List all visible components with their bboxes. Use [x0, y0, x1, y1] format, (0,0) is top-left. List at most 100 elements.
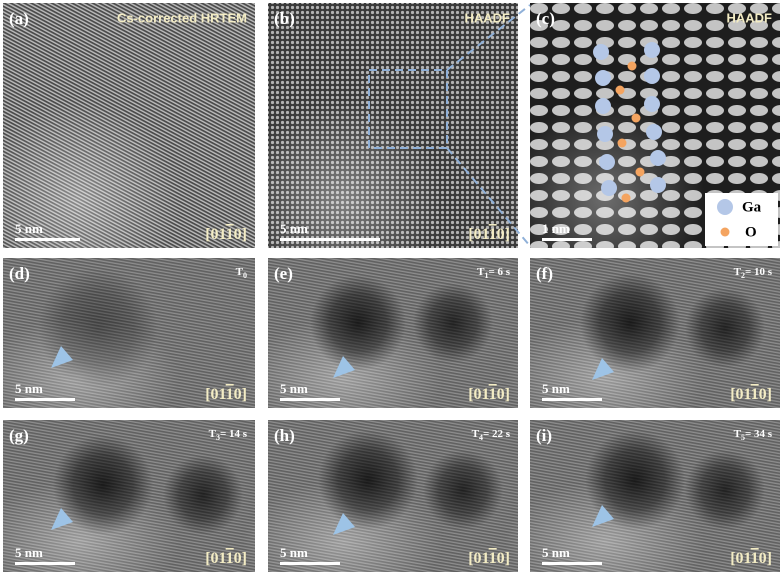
zone-axis: [0110] [730, 550, 772, 567]
dark-region [413, 283, 493, 363]
legend-label: Ga [742, 199, 762, 215]
zone-axis-part: 0] [497, 226, 510, 243]
panel: (c) HAADF 1 nm Ga O [505, 3, 780, 297]
time-value: = 34 s [745, 428, 773, 440]
time-value: = 14 s [220, 428, 248, 440]
dark-region [38, 268, 158, 388]
panel-label: (h) [274, 426, 295, 445]
ga-atom [644, 96, 660, 112]
panel: (i) T5= 34 s 5 nm [0110] [505, 420, 780, 579]
panel-label: (c) [536, 9, 555, 28]
scale-bar-label: 5 nm [280, 381, 308, 396]
time-label: T2= 10 s [734, 266, 773, 280]
scale-bar [542, 238, 592, 241]
zone-axis-bar: 1 [226, 550, 234, 567]
ga-atom [595, 98, 611, 114]
zone-axis: [0110] [205, 386, 247, 403]
scale-bar-label: 5 nm [542, 381, 570, 396]
glow [0, 101, 180, 297]
zone-axis: [0110] [205, 550, 247, 567]
panel-label: (e) [274, 264, 293, 283]
zone-axis-bar: 1 [751, 550, 759, 567]
ga-atom [601, 180, 617, 196]
zone-axis-part: 0] [759, 386, 772, 403]
panel: (e) T1= 6 s5 nm [0110] [243, 258, 518, 438]
panel-label: (d) [9, 264, 30, 283]
o-atom [627, 61, 637, 71]
ga-atom [644, 68, 660, 84]
time-label: T5= 34 s [734, 428, 773, 442]
time-index: 1 [484, 271, 488, 280]
zoom-line [446, 4, 531, 71]
scale-bar [280, 238, 380, 241]
zone-axis-bar: 1 [489, 386, 497, 403]
panel-label: (b) [274, 9, 295, 28]
dark-region [318, 430, 418, 530]
scale-bar-label: 5 nm [15, 381, 43, 396]
o-atom [617, 138, 627, 148]
panel: (a) Cs-corrected HRTEM 5 nm [0110] [0, 3, 255, 297]
time-symbol: T [734, 266, 742, 278]
legend-o [720, 227, 730, 237]
scale-bar-label: 1 nm [542, 221, 570, 236]
time-symbol: T [734, 428, 742, 440]
panel-title: HAADF [727, 10, 773, 25]
time-label: T0 [236, 266, 247, 280]
o-atom [621, 193, 631, 203]
scale-bar-label: 5 nm [280, 221, 308, 236]
zone-axis: [0110] [468, 226, 510, 243]
time-symbol: T [236, 266, 244, 278]
scale-bar [15, 562, 75, 565]
time-label: T3= 14 s [209, 428, 248, 442]
zone-axis: [0110] [730, 386, 772, 403]
time-value: = 22 s [483, 428, 511, 440]
zone-axis-part: [01 [205, 550, 226, 567]
zone-axis-part: 0] [497, 386, 510, 403]
panel: (g) T3= 14 s 5 nm [0110] [0, 420, 255, 579]
scale-bar-label: 5 nm [15, 221, 43, 236]
time-value: = 6 s [488, 266, 510, 278]
legend-ga [717, 199, 733, 215]
zone-axis-part: [01 [468, 226, 489, 243]
zone-axis-part: 0] [234, 550, 247, 567]
legend-label: O [745, 224, 757, 240]
panel-title: Cs-corrected HRTEM [117, 10, 247, 25]
scale-bar [15, 398, 75, 401]
time-label: T1= 6 s [477, 266, 511, 280]
time-index: 5 [741, 433, 745, 442]
time-value: = 10 s [745, 266, 773, 278]
zone-axis-part: [01 [730, 386, 751, 403]
time-index: 4 [479, 433, 483, 442]
arrow [51, 508, 73, 530]
ga-atom [593, 44, 609, 60]
scale-bar [280, 562, 340, 565]
o-atom [631, 113, 641, 123]
ga-atom [595, 70, 611, 86]
dark-region [685, 288, 765, 368]
zone-axis-bar: 1 [489, 226, 497, 243]
dark-region [53, 435, 153, 535]
zoom-line [446, 147, 531, 247]
dark-region [163, 455, 243, 535]
time-symbol: T [472, 428, 480, 440]
ga-atom [646, 124, 662, 140]
panel-label: (a) [9, 9, 29, 28]
ga-atom [599, 154, 615, 170]
dark-region [685, 450, 765, 530]
glow [505, 101, 705, 297]
scale-bar-label: 5 nm [542, 545, 570, 560]
zone-axis: [0110] [205, 226, 247, 243]
glow [243, 101, 443, 297]
ga-atom [650, 177, 666, 193]
arrow [333, 513, 355, 535]
zone-axis-bar: 1 [226, 226, 234, 243]
arrow [592, 505, 614, 527]
zone-axis-part: [01 [468, 386, 489, 403]
scale-bar [542, 562, 602, 565]
time-symbol: T [209, 428, 217, 440]
scale-bar [542, 398, 602, 401]
panel-label: (f) [536, 264, 553, 283]
zone-axis-part: 0] [234, 386, 247, 403]
zone-axis-bar: 1 [226, 386, 234, 403]
zone-axis-part: [01 [730, 550, 751, 567]
